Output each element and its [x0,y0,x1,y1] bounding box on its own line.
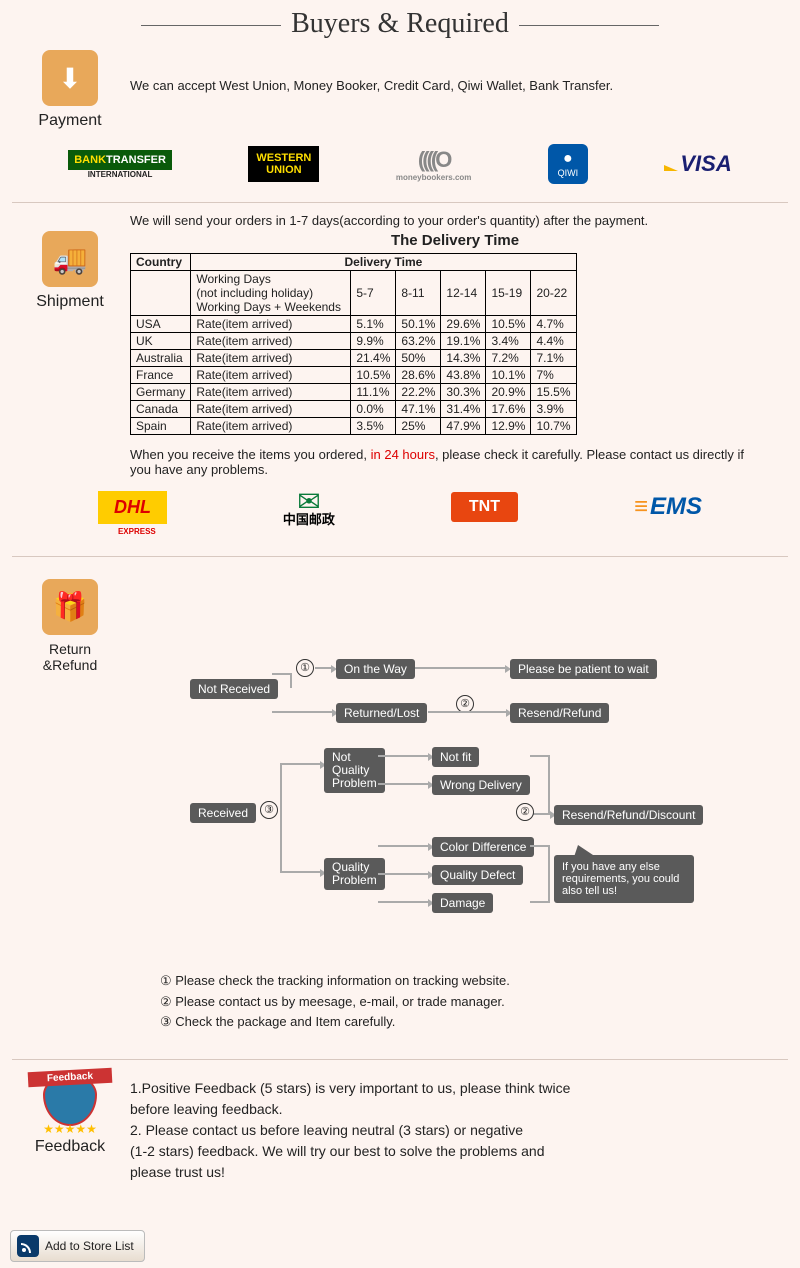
feedback-label: Feedback [20,1138,120,1156]
table-row: SpainRate(item arrived)3.5%25%47.9%12.9%… [131,418,577,435]
table-row: CanadaRate(item arrived)0.0%47.1%31.4%17… [131,401,577,418]
add-to-store-button[interactable]: Add to Store List [10,1230,145,1262]
feedback-badge-icon: Feedback ★★★★★ [34,1074,106,1134]
node-resend2: Resend/Refund/Discount [554,805,703,825]
visa-logo: VISA [664,151,731,177]
shipment-icon: 🚚 [42,231,98,287]
shipment-note: When you receive the items you ordered, … [130,439,780,477]
moneybookers-logo: ((((O moneybookers.com [396,147,472,182]
return-section: 🎁 Return &Refund [0,557,800,673]
node-nqp: Not Quality Problem [324,748,385,794]
node-wrong: Wrong Delivery [432,775,530,795]
payment-label: Payment [20,112,120,130]
node-on-way: On the Way [336,659,415,679]
return-icon: 🎁 [42,579,98,635]
speech-bubble: If you have any else requirements, you c… [554,855,694,903]
shipment-label: Shipment [20,293,120,311]
node-returned: Returned/Lost [336,703,427,723]
node-qp: Quality Problem [324,858,385,890]
payment-logos: BANKTRANSFER INTERNATIONAL WESTERNUNION … [0,130,800,184]
page-title: Buyers & Required [0,0,800,40]
carrier-logos: DHL ✉中国邮政 TNT EMS [0,477,800,538]
qiwi-logo: ●QIWI [548,144,588,184]
delivery-table-title: The Delivery Time [130,232,780,249]
node-color: Color Difference [432,837,534,857]
table-row: AustraliaRate(item arrived)21.4%50%14.3%… [131,350,577,367]
rss-icon [17,1235,39,1257]
feedback-section: Feedback ★★★★★ Feedback 1.Positive Feedb… [0,1060,800,1183]
node-not-fit: Not fit [432,747,479,767]
node-defect: Quality Defect [432,865,523,885]
table-row: FranceRate(item arrived)10.5%28.6%43.8%1… [131,367,577,384]
node-damage: Damage [432,893,493,913]
node-not-received: Not Received [190,679,278,699]
delivery-table: CountryDelivery Time Working Days (not i… [130,253,577,435]
return-label: Return &Refund [20,641,120,673]
payment-icon: ⬇ [42,50,98,106]
bank-transfer-logo: BANKTRANSFER INTERNATIONAL [68,150,172,179]
return-notes: ① Please check the tracking information … [160,963,800,1041]
shipment-intro: We will send your orders in 1-7 days(acc… [130,213,780,228]
ems-logo: EMS [634,493,702,521]
return-flowchart: Not Received ① On the Way Please be pati… [110,673,800,963]
node-resend1: Resend/Refund [510,703,609,723]
table-row: UKRate(item arrived)9.9%63.2%19.1%3.4%4.… [131,333,577,350]
payment-section: ⬇ Payment We can accept West Union, Mone… [0,40,800,130]
western-union-logo: WESTERNUNION [248,146,319,182]
dhl-logo: DHL [98,491,167,524]
node-received: Received [190,803,256,823]
china-post-logo: ✉中国邮政 [283,489,335,526]
table-row: USARate(item arrived)5.1%50.1%29.6%10.5%… [131,316,577,333]
tnt-logo: TNT [451,492,518,522]
feedback-text: 1.Positive Feedback (5 stars) is very im… [120,1074,780,1183]
table-row: GermanyRate(item arrived)11.1%22.2%30.3%… [131,384,577,401]
node-patient: Please be patient to wait [510,659,657,679]
payment-text: We can accept West Union, Money Booker, … [120,50,780,93]
shipment-section: 🚚 Shipment We will send your orders in 1… [0,203,800,477]
